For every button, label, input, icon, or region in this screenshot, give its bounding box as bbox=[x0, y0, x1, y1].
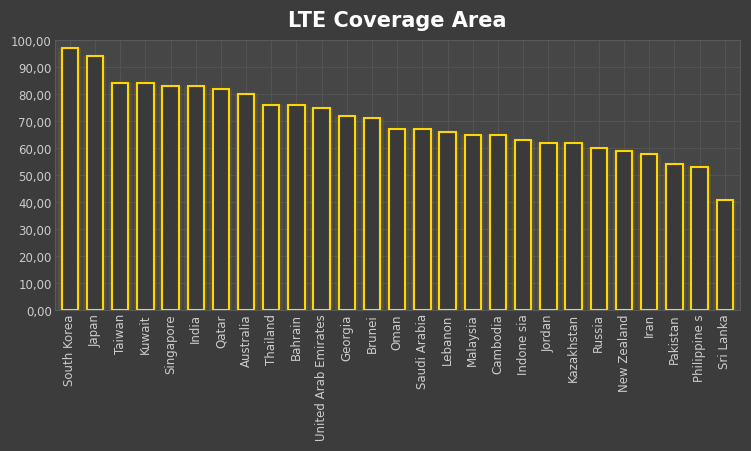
Bar bbox=[313, 108, 330, 311]
Bar bbox=[640, 154, 658, 311]
Bar bbox=[514, 141, 532, 311]
Bar bbox=[616, 152, 632, 311]
Bar bbox=[87, 57, 103, 311]
Bar bbox=[487, 135, 509, 311]
Bar bbox=[210, 89, 232, 311]
Bar bbox=[692, 168, 707, 311]
Bar bbox=[213, 89, 229, 311]
Bar bbox=[260, 106, 283, 311]
Bar bbox=[665, 165, 683, 311]
Bar bbox=[436, 133, 459, 311]
Bar bbox=[515, 141, 532, 311]
Bar bbox=[288, 106, 305, 311]
Bar bbox=[159, 87, 182, 311]
Bar bbox=[285, 106, 308, 311]
Bar bbox=[439, 133, 457, 311]
Bar bbox=[713, 200, 736, 311]
Bar bbox=[137, 84, 155, 311]
Bar bbox=[134, 84, 157, 311]
Bar bbox=[461, 135, 484, 311]
Bar bbox=[439, 133, 456, 311]
Bar bbox=[262, 106, 280, 311]
Bar bbox=[109, 84, 131, 311]
Bar bbox=[237, 95, 255, 311]
Bar bbox=[112, 84, 128, 311]
Bar bbox=[464, 135, 482, 311]
Bar bbox=[666, 165, 683, 311]
Bar bbox=[540, 143, 556, 311]
Bar bbox=[465, 135, 481, 311]
Bar bbox=[59, 49, 81, 311]
Bar bbox=[615, 152, 633, 311]
Bar bbox=[83, 57, 107, 311]
Bar bbox=[310, 108, 333, 311]
Bar bbox=[61, 49, 79, 311]
Bar bbox=[137, 84, 153, 311]
Bar bbox=[86, 57, 104, 311]
Bar bbox=[613, 152, 635, 311]
Bar bbox=[638, 154, 661, 311]
Bar bbox=[212, 89, 230, 311]
Bar bbox=[537, 143, 560, 311]
Bar bbox=[187, 87, 205, 311]
Bar bbox=[389, 130, 406, 311]
Bar bbox=[338, 116, 356, 311]
Bar bbox=[590, 149, 607, 311]
Bar bbox=[539, 143, 557, 311]
Bar bbox=[587, 149, 611, 311]
Bar bbox=[716, 200, 733, 311]
Bar bbox=[641, 154, 657, 311]
Bar bbox=[388, 130, 406, 311]
Bar bbox=[184, 87, 207, 311]
Bar bbox=[414, 130, 432, 311]
Bar bbox=[511, 141, 535, 311]
Bar bbox=[162, 87, 179, 311]
Bar bbox=[339, 116, 355, 311]
Bar bbox=[688, 168, 711, 311]
Bar bbox=[691, 168, 709, 311]
Bar bbox=[562, 143, 585, 311]
Bar bbox=[336, 116, 358, 311]
Bar bbox=[415, 130, 430, 311]
Bar bbox=[161, 87, 179, 311]
Bar bbox=[312, 108, 330, 311]
Bar bbox=[490, 135, 506, 311]
Bar bbox=[663, 165, 686, 311]
Bar bbox=[238, 95, 255, 311]
Bar bbox=[360, 119, 384, 311]
Bar bbox=[288, 106, 306, 311]
Bar bbox=[411, 130, 434, 311]
Bar bbox=[489, 135, 507, 311]
Bar bbox=[590, 149, 608, 311]
Bar bbox=[716, 200, 734, 311]
Bar bbox=[263, 106, 279, 311]
Bar bbox=[234, 95, 258, 311]
Bar bbox=[364, 119, 380, 311]
Bar bbox=[565, 143, 583, 311]
Bar bbox=[111, 84, 129, 311]
Bar bbox=[566, 143, 582, 311]
Title: LTE Coverage Area: LTE Coverage Area bbox=[288, 11, 506, 31]
Bar bbox=[62, 49, 78, 311]
Bar bbox=[188, 87, 204, 311]
Bar bbox=[363, 119, 381, 311]
Bar bbox=[386, 130, 409, 311]
